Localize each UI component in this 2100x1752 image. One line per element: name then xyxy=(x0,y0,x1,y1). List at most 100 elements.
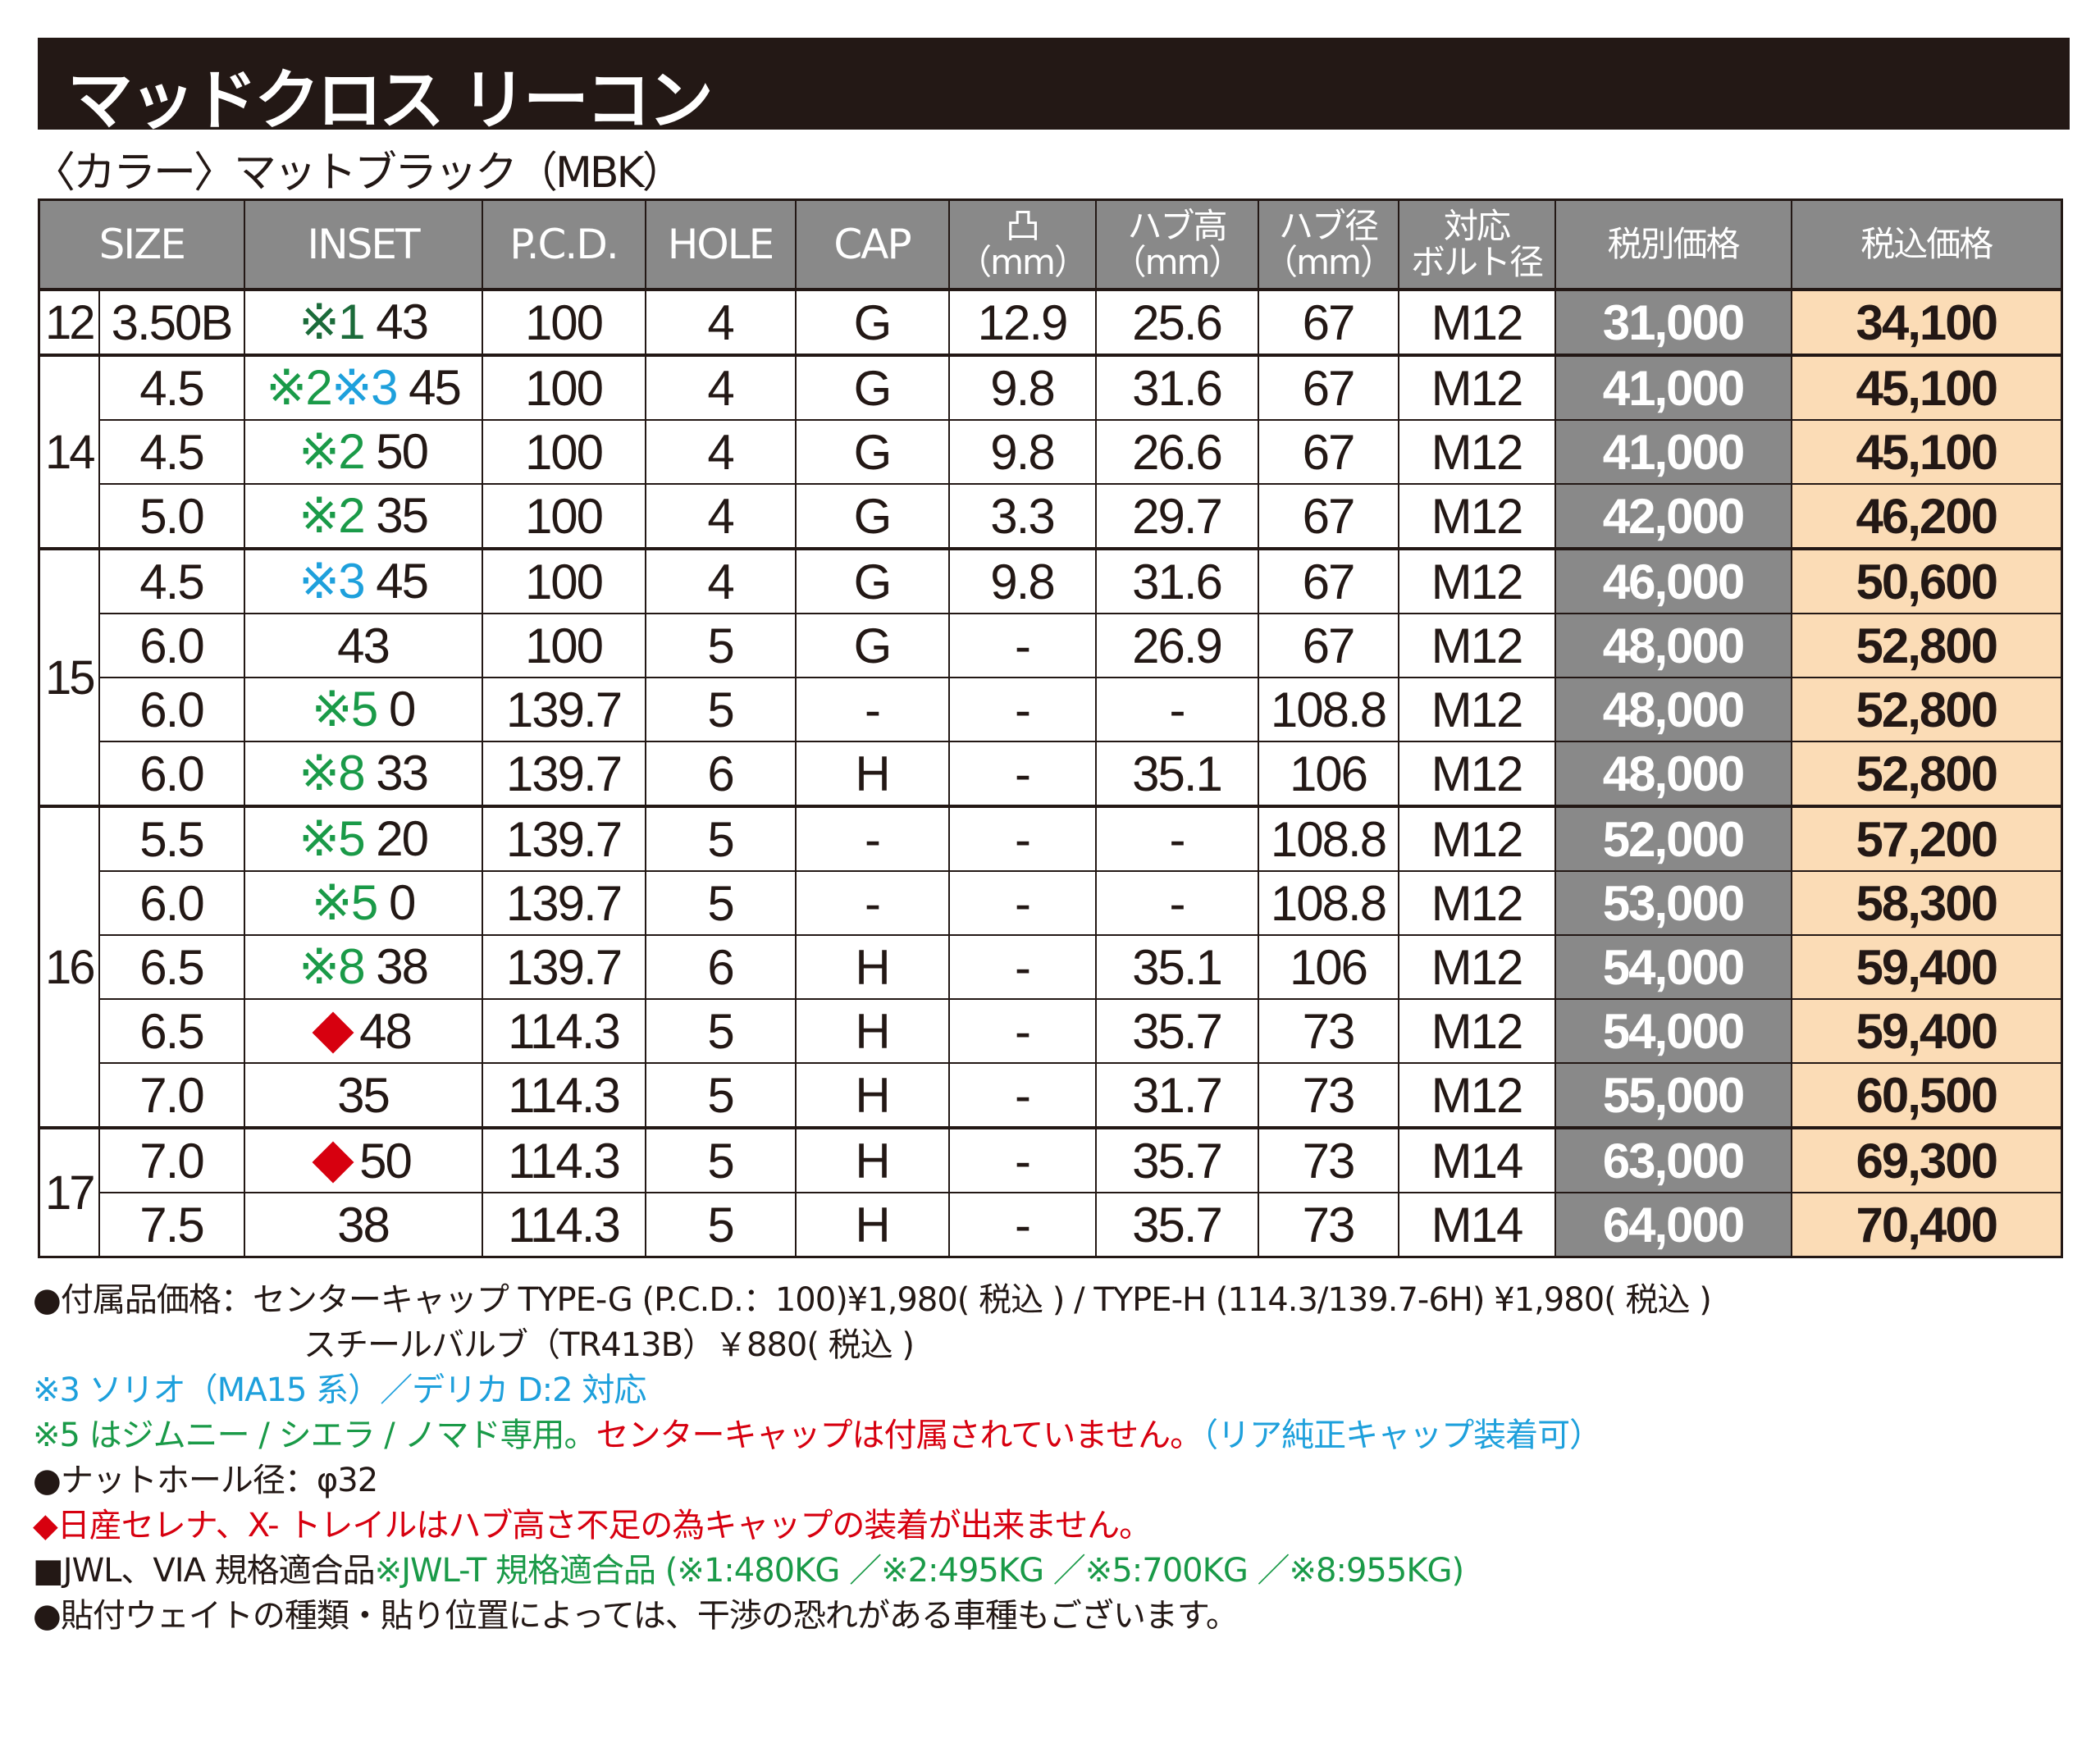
note-segment: ◆日産セレナ、X- トレイルはハブ高さ不足の為キャップの装着が出来ません。 xyxy=(33,1507,1152,1544)
header-hub-diameter-unit: （mm） xyxy=(1263,242,1395,282)
hub-height-cell: 35.7 xyxy=(1094,1126,1259,1193)
inset-value: 0 xyxy=(388,682,416,737)
hole-cell: 5 xyxy=(644,1062,797,1129)
bolt-cell: M14 xyxy=(1397,1126,1556,1193)
rim-width-cell: 5.0 xyxy=(98,483,245,550)
price-ex-tax-cell: 41,000 xyxy=(1554,419,1792,485)
hole-cell: 5 xyxy=(644,998,797,1064)
rim-width-cell: 5.5 xyxy=(98,805,245,872)
offset-cell: 12.9 xyxy=(947,288,1097,356)
note-line: ●ナットホール径：φ32 xyxy=(33,1458,1711,1503)
header-hub-diameter: ハブ径 （mm） xyxy=(1257,198,1399,290)
pcd-cell: 100 xyxy=(481,547,646,614)
inset-value: 45 xyxy=(376,554,429,609)
pcd-cell: 100 xyxy=(481,419,646,485)
rim-width-cell: 6.0 xyxy=(98,613,245,678)
price-ex-tax-cell: 52,000 xyxy=(1554,805,1792,872)
offset-cell: - xyxy=(947,934,1097,1000)
hub-height-cell: - xyxy=(1094,805,1259,872)
offset-cell: 9.8 xyxy=(947,354,1097,421)
cap-cell: - xyxy=(794,805,950,872)
bolt-cell: M12 xyxy=(1397,547,1556,614)
note-line: ※5 はジムニー / シエラ / ノマド専用。センターキャップは付属されていませ… xyxy=(33,1413,1711,1458)
bolt-cell: M12 xyxy=(1397,613,1556,678)
price-in-tax-cell: 70,400 xyxy=(1790,1192,2063,1258)
hub-height-cell: 31.7 xyxy=(1094,1062,1259,1129)
inset-cell: 50 xyxy=(243,1126,483,1193)
inset-cell: ※2 35 xyxy=(243,483,483,550)
offset-cell: - xyxy=(947,1192,1097,1258)
hole-cell: 5 xyxy=(644,870,797,936)
hub-diameter-cell: 106 xyxy=(1257,741,1399,807)
cap-cell: - xyxy=(794,677,950,742)
price-ex-tax-cell: 64,000 xyxy=(1554,1192,1792,1258)
hole-cell: 6 xyxy=(644,741,797,807)
table-row: 6.0 43 100 5 G -26.9 67 M12 48,000 52,800 xyxy=(39,613,2063,678)
inset-value: 33 xyxy=(376,746,429,801)
hub-diameter-cell: 67 xyxy=(1257,483,1399,550)
cap-cell: G xyxy=(794,483,950,550)
hub-diameter-cell: 67 xyxy=(1257,613,1399,678)
bolt-cell: M12 xyxy=(1397,288,1556,356)
red-diamond-icon xyxy=(312,1011,354,1054)
hole-cell: 4 xyxy=(644,288,797,356)
hub-diameter-cell: 73 xyxy=(1257,1192,1399,1258)
offset-cell: - xyxy=(947,741,1097,807)
note-line: ●貼付ウェイトの種類・貼り位置によっては、干渉の恐れがある車種もございます。 xyxy=(33,1594,1711,1639)
spec-body: 12 3.50B ※1 43 100 4 G 12.9 25.6 67 M12 31,000 34,1… xyxy=(38,288,2063,1258)
hub-height-cell: - xyxy=(1094,677,1259,742)
header-offset-label: 凸 xyxy=(1005,206,1040,246)
bolt-cell: M12 xyxy=(1397,805,1556,872)
note-line: ◆日産セレナ、X- トレイルはハブ高さ不足の為キャップの装着が出来ません。 xyxy=(33,1503,1711,1549)
bolt-cell: M12 xyxy=(1397,677,1556,742)
pcd-cell: 139.7 xyxy=(481,741,646,807)
notes: ●付属品価格：センターキャップ TYPE-G (P.C.D.：100)¥1,98… xyxy=(33,1278,1712,1639)
rim-size-cell: 12 xyxy=(38,288,100,356)
pcd-cell: 114.3 xyxy=(481,1126,646,1193)
offset-cell: 9.8 xyxy=(947,419,1097,485)
rim-width-cell: 3.50B xyxy=(98,288,245,356)
table-row: 4.5 ※2 50 100 4 G 9.8 26.6 67 M12 41,000 45,100 xyxy=(39,419,2063,485)
hub-diameter-cell: 108.8 xyxy=(1257,870,1399,936)
price-in-tax-cell: 58,300 xyxy=(1790,870,2063,936)
hub-diameter-cell: 108.8 xyxy=(1257,805,1399,872)
note-segment: ●貼付ウェイトの種類・貼り位置によっては、干渉の恐れがある車種もございます。 xyxy=(33,1597,1239,1635)
price-ex-tax-cell: 55,000 xyxy=(1554,1062,1792,1129)
rim-width-cell: 4.5 xyxy=(98,547,245,614)
inset-cell: ※1 43 xyxy=(243,288,483,356)
inset-value: 50 xyxy=(359,1133,413,1189)
header-offset: 凸（mm） xyxy=(947,198,1097,290)
inset-cell: ※2 50 xyxy=(243,419,483,485)
inset-cell: ※5 20 xyxy=(243,805,483,872)
inset-cell: ※8 33 xyxy=(243,741,483,807)
header-price-in: 税込価格 xyxy=(1790,198,2063,290)
pcd-cell: 139.7 xyxy=(481,870,646,936)
inset-note-mark: ※2 xyxy=(298,424,377,479)
header-pcd: P.C.D. xyxy=(481,198,646,290)
rim-size-cell: 17 xyxy=(38,1126,100,1258)
offset-cell: - xyxy=(947,1126,1097,1193)
cap-cell: G xyxy=(794,354,950,421)
inset-cell: 35 xyxy=(243,1062,483,1129)
table-row: 6.5 ※8 38 139.7 6 H -35.1 106 M12 54,000 59,400 xyxy=(39,934,2063,1000)
table-row: 6.5 48 114.3 5 H -35.7 73 M12 54,000 59,400 xyxy=(39,998,2063,1064)
price-in-tax-cell: 45,100 xyxy=(1790,354,2063,421)
price-in-tax-cell: 59,400 xyxy=(1790,934,2063,1000)
table-row: 7.0 35 114.3 5 H -31.7 73 M12 55,000 60,500 xyxy=(39,1062,2063,1129)
rim-width-cell: 6.5 xyxy=(98,998,245,1064)
bolt-cell: M12 xyxy=(1397,419,1556,485)
inset-cell: ※5 0 xyxy=(243,677,483,742)
header-cap: CAP xyxy=(794,198,950,290)
price-ex-tax-cell: 46,000 xyxy=(1554,547,1792,614)
cap-cell: H xyxy=(794,934,950,1000)
inset-note-mark: ※3 xyxy=(298,554,377,609)
inset-note-mark: ※5 xyxy=(311,875,389,930)
hub-height-cell: 26.6 xyxy=(1094,419,1259,485)
note-segment: ※JWL-T 規格適合品 (※1:480KG ／※2:495KG ／※5:700… xyxy=(374,1552,1464,1590)
header-hub-diameter-label: ハブ径 xyxy=(1278,206,1379,246)
inset-cell: ※5 0 xyxy=(243,870,483,936)
note-line: ●付属品価格：センターキャップ TYPE-G (P.C.D.：100)¥1,98… xyxy=(33,1278,1712,1323)
inset-note-mark: ※2 xyxy=(298,488,377,543)
hole-cell: 4 xyxy=(644,547,797,614)
header-hub-height: ハブ高 （mm） xyxy=(1094,198,1259,290)
